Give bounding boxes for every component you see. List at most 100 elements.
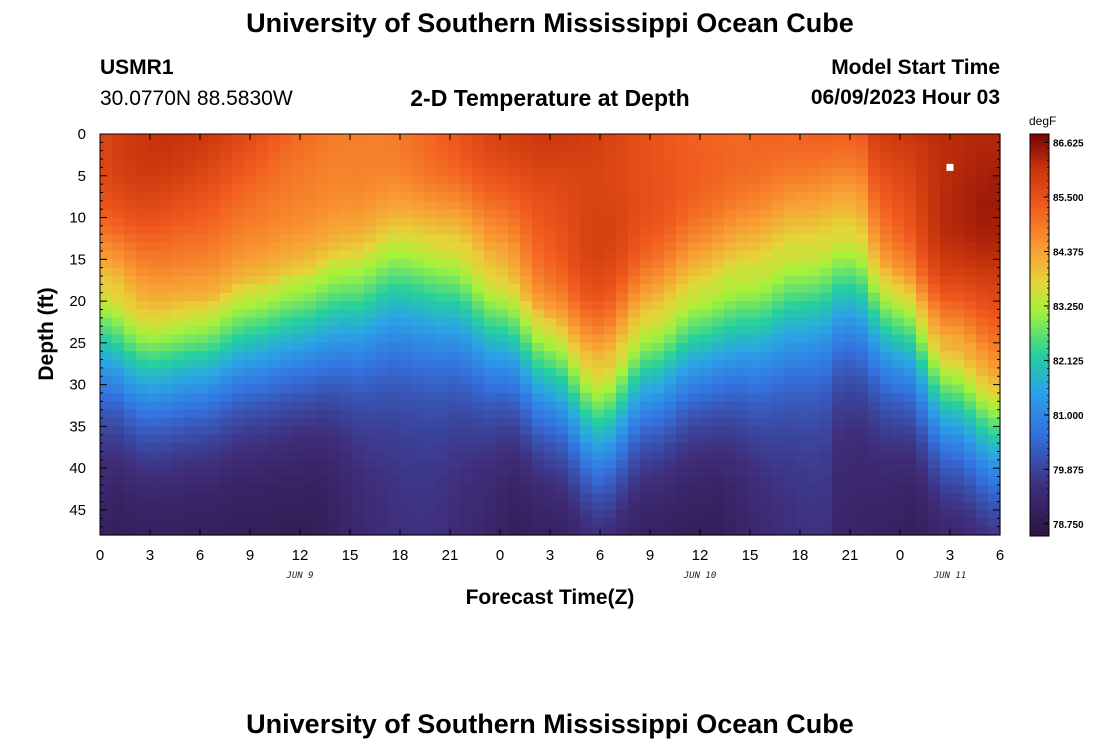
heatmap-cell: [988, 384, 1001, 394]
heatmap-cell: [832, 326, 845, 336]
heatmap-cell: [520, 309, 533, 319]
heatmap-cell: [856, 217, 869, 227]
heatmap-cell: [256, 217, 269, 227]
heatmap-cell: [160, 509, 173, 519]
heatmap-cell: [532, 317, 545, 327]
heatmap-cell: [496, 426, 509, 436]
heatmap-cell: [916, 259, 929, 269]
heatmap-cell: [868, 309, 881, 319]
heatmap-cell: [940, 434, 953, 444]
heatmap-cell: [184, 501, 197, 511]
heatmap-cell: [916, 292, 929, 302]
heatmap-cell: [508, 509, 521, 519]
heatmap-cell: [184, 509, 197, 519]
heatmap-cell: [220, 476, 233, 486]
heatmap-cell: [916, 443, 929, 453]
heatmap-cell: [520, 409, 533, 419]
heatmap-cell: [220, 250, 233, 260]
heatmap-cell: [988, 259, 1001, 269]
heatmap-cell: [100, 217, 113, 227]
heatmap-cell: [556, 309, 569, 319]
heatmap-cell: [628, 301, 641, 311]
heatmap-cell: [556, 242, 569, 252]
heatmap-cell: [784, 351, 797, 361]
heatmap-cell: [796, 267, 809, 277]
heatmap-cell: [484, 334, 497, 344]
heatmap-cell: [592, 401, 605, 411]
heatmap-cell: [316, 284, 329, 294]
heatmap-cell: [556, 342, 569, 352]
heatmap-cell: [124, 234, 137, 244]
heatmap-cell: [760, 292, 773, 302]
heatmap-cell: [988, 334, 1001, 344]
heatmap-cell: [136, 451, 149, 461]
heatmap-cell: [256, 209, 269, 219]
heatmap-cell: [136, 317, 149, 327]
heatmap-cell: [808, 259, 821, 269]
heatmap-cell: [964, 334, 977, 344]
heatmap-cell: [616, 443, 629, 453]
heatmap-cell: [388, 301, 401, 311]
heatmap-cell: [616, 184, 629, 194]
heatmap-cell: [988, 326, 1001, 336]
heatmap-cell: [352, 426, 365, 436]
heatmap-cell: [892, 443, 905, 453]
heatmap-cell: [340, 459, 353, 469]
heatmap-cell: [412, 434, 425, 444]
heatmap-cell: [208, 401, 221, 411]
heatmap-cell: [412, 225, 425, 235]
heatmap-cell: [712, 409, 725, 419]
heatmap-cell: [616, 501, 629, 511]
heatmap-cell: [880, 217, 893, 227]
heatmap-cell: [964, 518, 977, 528]
heatmap-cell: [172, 217, 185, 227]
heatmap-cell: [676, 493, 689, 503]
heatmap-cell: [472, 250, 485, 260]
heatmap-cell: [436, 250, 449, 260]
heatmap-cell: [940, 309, 953, 319]
heatmap-cell: [964, 468, 977, 478]
heatmap-cell: [556, 217, 569, 227]
heatmap-cell: [592, 451, 605, 461]
heatmap-cell: [832, 518, 845, 528]
heatmap-cell: [556, 376, 569, 386]
heatmap-cell: [256, 250, 269, 260]
heatmap-cell: [952, 367, 965, 377]
heatmap-cell: [184, 301, 197, 311]
heatmap-cell: [232, 392, 245, 402]
heatmap-cell: [208, 434, 221, 444]
heatmap-cell: [460, 184, 473, 194]
heatmap-cell: [760, 367, 773, 377]
heatmap-cell: [376, 142, 389, 152]
heatmap-cell: [772, 409, 785, 419]
heatmap-cell: [616, 326, 629, 336]
heatmap-cell: [412, 267, 425, 277]
heatmap-cell: [544, 359, 557, 369]
heatmap-cell: [364, 367, 377, 377]
heatmap-cell: [484, 443, 497, 453]
heatmap-cell: [244, 184, 257, 194]
heatmap-cell: [400, 501, 413, 511]
heatmap-cell: [196, 267, 209, 277]
heatmap-cell: [544, 242, 557, 252]
heatmap-cell: [700, 434, 713, 444]
heatmap-cell: [100, 476, 113, 486]
heatmap-cell: [640, 134, 653, 143]
heatmap-cell: [652, 175, 665, 185]
heatmap-cell: [724, 309, 737, 319]
heatmap-cell: [736, 276, 749, 285]
heatmap-cell: [424, 376, 437, 386]
heatmap-cell: [820, 501, 833, 511]
heatmap-cell: [772, 326, 785, 336]
heatmap-cell: [460, 234, 473, 244]
heatmap-cell: [844, 234, 857, 244]
heatmap-cell: [916, 459, 929, 469]
heatmap-cell: [208, 284, 221, 294]
heatmap-cell: [736, 217, 749, 227]
heatmap-cell: [292, 167, 305, 177]
heatmap-cell: [748, 134, 761, 143]
heatmap-cell: [508, 209, 521, 219]
heatmap-cell: [604, 484, 617, 494]
heatmap-cell: [868, 409, 881, 419]
